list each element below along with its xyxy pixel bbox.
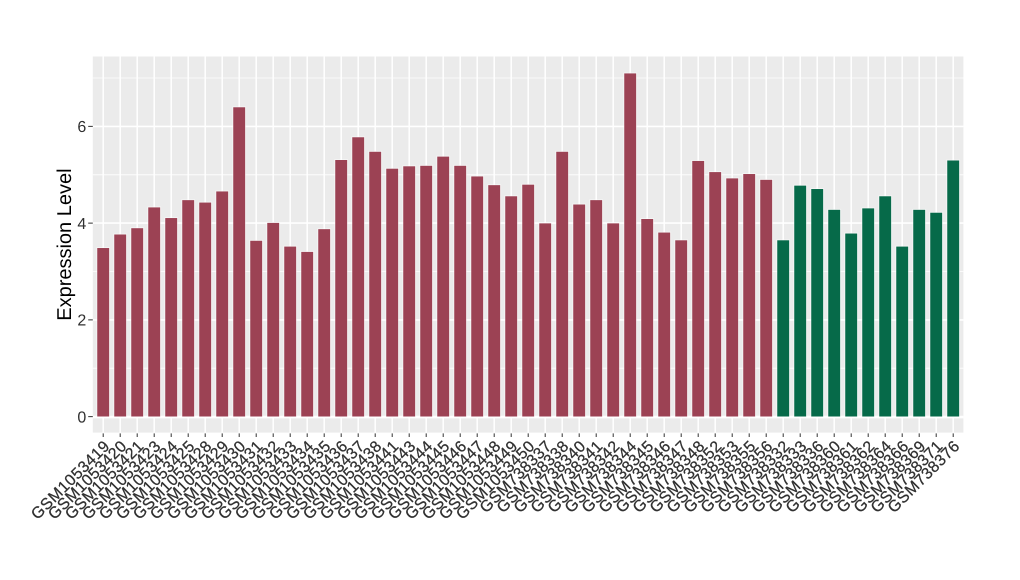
svg-text:Expression Level: Expression Level	[54, 168, 76, 320]
svg-text:2: 2	[77, 313, 86, 330]
svg-text:0: 0	[77, 409, 86, 426]
svg-text:6: 6	[77, 119, 86, 136]
svg-text:4: 4	[77, 216, 86, 233]
